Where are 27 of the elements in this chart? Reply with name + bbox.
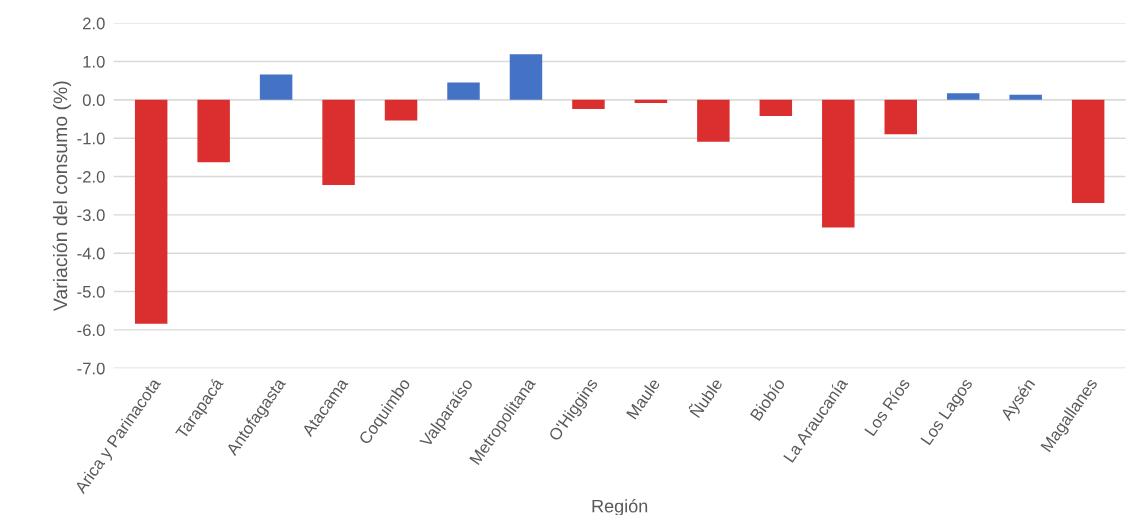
bar: [447, 82, 480, 100]
y-tick-label: -6.0: [77, 324, 105, 337]
y-tick-label: -2.0: [77, 170, 105, 183]
bar: [572, 99, 605, 110]
y-axis-title: Variación del consumo (%): [52, 81, 72, 312]
bar: [946, 93, 980, 100]
y-tick-label: 0.0: [82, 94, 105, 107]
y-tick-label: 2.0: [83, 17, 105, 30]
y-tick-label: -5.0: [77, 285, 105, 298]
bar: [197, 99, 230, 163]
bar: [759, 99, 793, 116]
bar: [259, 74, 293, 100]
bar: [509, 54, 543, 100]
bar: [134, 99, 168, 324]
bar: [884, 99, 917, 135]
bar: [1071, 99, 1105, 203]
bar: [322, 99, 355, 185]
y-tick-label: -4.0: [77, 247, 105, 260]
bar: [634, 99, 668, 103]
y-tick-label: -1.0: [77, 132, 105, 145]
y-tick-label: -7.0: [77, 362, 105, 375]
bar: [1009, 94, 1042, 100]
y-tick-label: -3.0: [77, 209, 105, 222]
y-tick-label: 1.0: [83, 55, 105, 68]
bar: [384, 99, 418, 121]
bar: [697, 99, 730, 142]
bar: [822, 99, 855, 228]
